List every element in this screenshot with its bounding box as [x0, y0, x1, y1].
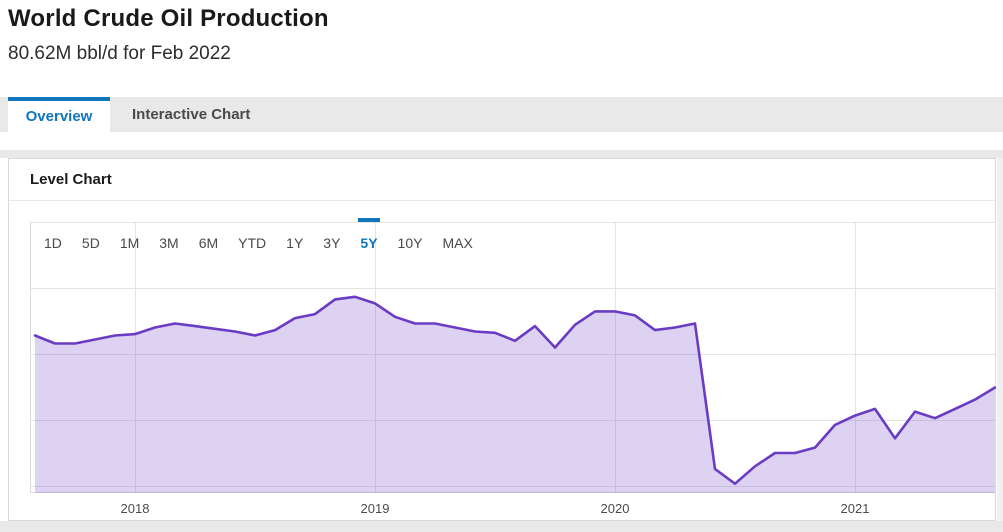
range-selector: 1D 5D 1M 3M 6M YTD 1Y 3Y 5Y 10Y MAX	[36, 218, 481, 255]
panel-heading: Level Chart	[30, 171, 112, 188]
range-button-6m[interactable]: 6M	[198, 235, 219, 251]
bottom-page-background	[0, 521, 1003, 532]
level-chart-panel: Level Chart 1D 5D 1M 3M 6M YTD 1Y 3Y 5Y 10Y MAX 20…	[8, 158, 996, 521]
tabbar: Overview Interactive Chart	[0, 97, 1003, 132]
range-button-max[interactable]: MAX	[442, 235, 473, 251]
level-chart[interactable]: 1D 5D 1M 3M 6M YTD 1Y 3Y 5Y 10Y MAX 2018 2019 2020 20…	[30, 218, 996, 516]
separator-strip	[0, 150, 1003, 158]
page-subtitle: 80.62M bbl/d for Feb 2022	[8, 43, 231, 64]
range-button-1y[interactable]: 1Y	[286, 235, 304, 251]
range-button-1m[interactable]: 1M	[119, 235, 140, 251]
x-axis-label-2021: 2021	[840, 501, 870, 516]
panel-header: Level Chart	[9, 159, 995, 201]
x-axis-label-2019: 2019	[360, 501, 390, 516]
page-title: World Crude Oil Production	[8, 5, 329, 32]
chart-canvas[interactable]	[30, 222, 996, 493]
range-button-5y[interactable]: 5Y	[352, 218, 385, 255]
tab-overview[interactable]: Overview	[8, 97, 110, 132]
range-button-1d[interactable]: 1D	[44, 235, 62, 251]
tab-interactive-chart[interactable]: Interactive Chart	[132, 106, 251, 123]
range-button-3y[interactable]: 3Y	[323, 235, 341, 251]
chart-area-series	[35, 296, 995, 493]
right-page-background	[997, 158, 1003, 521]
x-axis-label-2020: 2020	[600, 501, 630, 516]
range-button-ytd[interactable]: YTD	[238, 235, 267, 251]
range-button-10y[interactable]: 10Y	[397, 235, 423, 251]
x-axis-label-2018: 2018	[120, 501, 150, 516]
range-button-3m[interactable]: 3M	[159, 235, 179, 251]
range-button-5d[interactable]: 5D	[81, 235, 100, 251]
chart-line-series	[33, 295, 996, 485]
